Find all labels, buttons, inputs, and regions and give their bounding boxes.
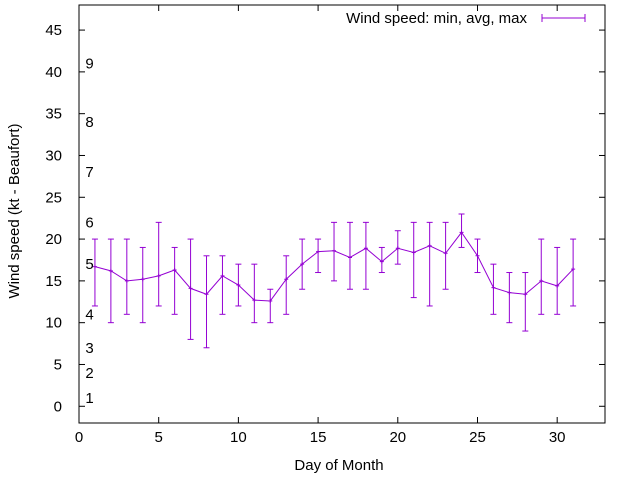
data-point [379,259,384,264]
beaufort-label: 9 [85,56,93,73]
data-point [92,264,97,269]
y-tick-label: 30 [45,147,62,164]
y-tick-label: 45 [45,22,62,39]
data-point [411,250,416,255]
data-point [427,243,432,248]
data-point [507,290,512,295]
x-tick-label: 30 [549,429,566,446]
data-point [555,283,560,288]
data-point [395,246,400,251]
data-point [140,277,145,282]
data-point [156,273,161,278]
y-tick-label: 20 [45,231,62,248]
data-point [172,268,177,273]
beaufort-label: 2 [85,365,93,382]
beaufort-label: 1 [85,390,93,407]
data-point [475,253,480,258]
data-point [108,268,113,273]
beaufort-label: 5 [85,256,93,273]
data-point [523,292,528,297]
data-point [124,278,129,283]
plot-area-border [78,4,606,424]
beaufort-label: 7 [85,164,93,181]
legend: Wind speed: min, avg, max [346,10,586,27]
y-tick-label: 25 [45,189,62,206]
legend-label: Wind speed: min, avg, max [346,10,527,27]
data-point [571,267,576,272]
data-point [491,285,496,290]
beaufort-label: 3 [85,340,93,357]
y-tick-label: 40 [45,64,62,81]
data-point [363,246,368,251]
data-point [443,251,448,256]
x-tick-label: 0 [75,429,83,446]
y-tick-label: 5 [54,356,62,373]
x-tick-label: 5 [155,429,163,446]
y-tick-label: 0 [54,398,62,415]
data-point [188,286,193,291]
x-tick-label: 20 [389,429,406,446]
x-tick-label: 15 [310,429,327,446]
data-point [220,273,225,278]
x-tick-label: 25 [469,429,486,446]
data-point [252,298,257,303]
beaufort-label: 4 [85,306,93,323]
data-point [539,278,544,283]
data-point [236,283,241,288]
data-point [268,298,273,303]
data-point [300,262,305,267]
data-point [284,277,289,282]
x-axis-label: Day of Month [294,457,383,474]
y-tick-label: 10 [45,315,62,332]
beaufort-label: 6 [85,214,93,231]
y-axis-label: Wind speed (kt - Beaufort) [6,123,23,298]
y-tick-label: 15 [45,273,62,290]
beaufort-label: 8 [85,114,93,131]
data-point [204,292,209,297]
x-tick-label: 10 [230,429,247,446]
data-point [347,255,352,260]
data-point [459,230,464,235]
data-point [332,248,337,253]
data-point [316,249,321,254]
y-tick-label: 35 [45,106,62,123]
